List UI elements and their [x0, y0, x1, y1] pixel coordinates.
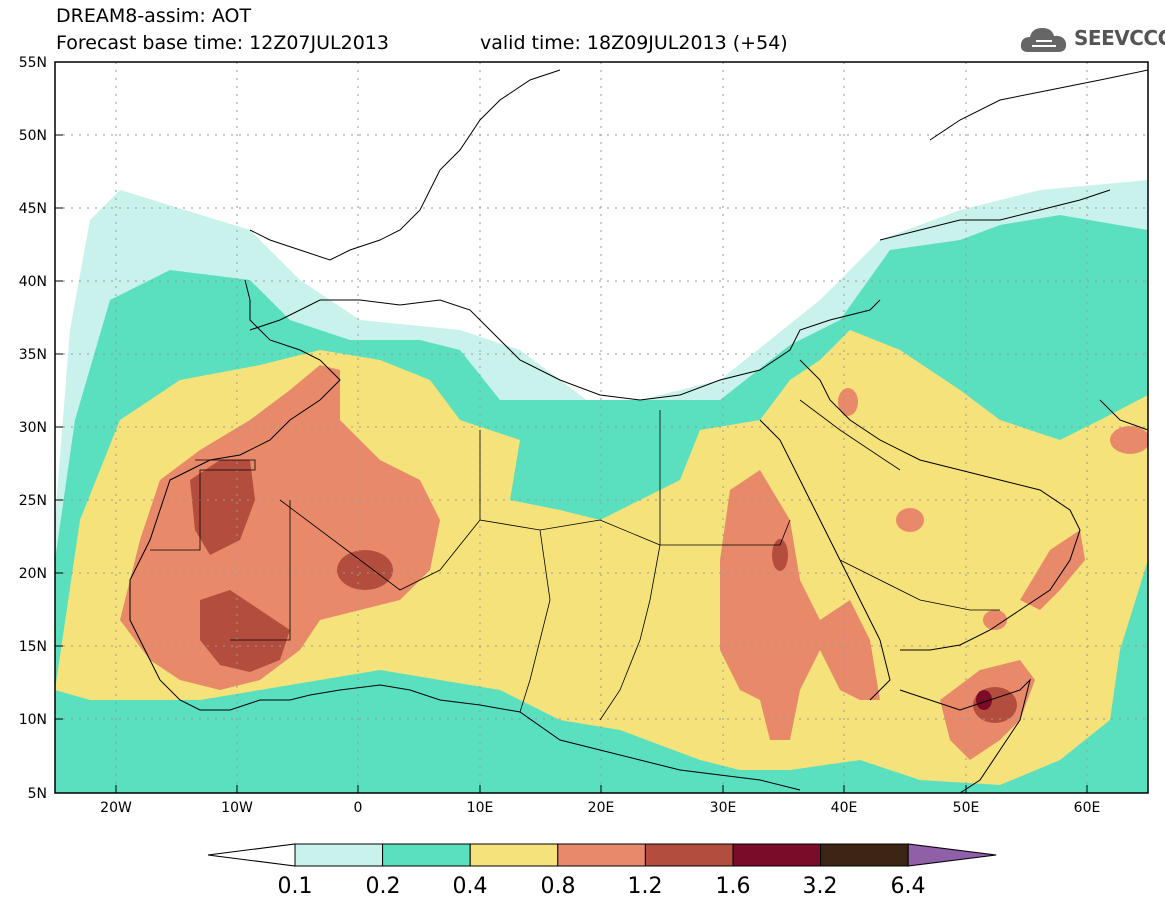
aot-contour-0.8-arabia — [838, 388, 858, 416]
colorbar-label: 6.4 — [891, 874, 926, 899]
lat-label: 15N — [19, 639, 47, 655]
aot-contour-1.2-sahara — [190, 460, 255, 555]
longitude-labels: 20W 10W 0 10E 20E 30E 40E 50E 60E — [100, 800, 1100, 816]
graticule — [55, 62, 1148, 793]
country-borders — [150, 399, 1000, 721]
lat-label: 25N — [19, 493, 47, 509]
lon-label: 0 — [354, 800, 363, 816]
colorbar-swatch — [644, 843, 734, 867]
aot-contour-1.2-mali — [200, 590, 290, 672]
seevccc-logo: SEEVCCC — [1018, 22, 1165, 58]
colorbar-label: 0.4 — [453, 874, 488, 899]
map-title: DREAM8-assim: AOT — [56, 5, 252, 27]
colorbar-labels: 0.1 0.2 0.4 0.8 1.2 1.6 3.2 6.4 — [278, 874, 926, 899]
colorbar-label: 0.2 — [366, 874, 401, 899]
lon-label: 10E — [467, 800, 494, 816]
lat-label: 50N — [19, 128, 47, 144]
cloud-icon — [1020, 28, 1067, 52]
aot-contour-0.8-east — [720, 470, 880, 740]
colorbar — [207, 843, 997, 867]
lon-label: 30E — [710, 800, 737, 816]
colorbar-swatch — [557, 843, 646, 867]
aot-contour-0.8-gulf — [1110, 426, 1148, 454]
lat-label: 5N — [28, 786, 47, 802]
colorbar-label: 3.2 — [803, 874, 838, 899]
lon-label: 20W — [100, 800, 132, 816]
lat-label: 55N — [19, 55, 47, 71]
lon-label: 50E — [953, 800, 980, 816]
lat-label: 45N — [19, 201, 47, 217]
latitude-labels: 55N 50N 45N 40N 35N 30N 25N 20N 15N 10N … — [19, 55, 47, 802]
aot-contour-0.8-oman — [1020, 530, 1085, 610]
colorbar-label: 0.8 — [541, 874, 576, 899]
colorbar-label: 1.2 — [628, 874, 663, 899]
lat-label: 35N — [19, 347, 47, 363]
lat-label: 30N — [19, 420, 47, 436]
aot-contour-0.8-yemen — [983, 610, 1007, 630]
logo-text: SEEVCCC — [1074, 26, 1165, 50]
lon-label: 60E — [1074, 800, 1101, 816]
colorbar-under-arrow — [207, 843, 296, 867]
lon-label: 20E — [588, 800, 615, 816]
aot-contour-1.2-algeria — [337, 550, 393, 590]
valid-time-label: valid time: 18Z09JUL2013 (+54) — [480, 32, 788, 54]
lon-label: 10W — [221, 800, 253, 816]
lat-label: 10N — [19, 712, 47, 728]
colorbar-label: 0.1 — [278, 874, 313, 899]
colorbar-swatch — [294, 843, 384, 867]
colorbar-swatch — [382, 843, 471, 867]
base-time-label: Forecast base time: 12Z07JUL2013 — [56, 32, 389, 54]
colorbar-swatch — [820, 843, 909, 867]
aot-contour-1.6-somalia — [976, 690, 992, 710]
lon-label: 40E — [831, 800, 858, 816]
aot-contour-1.2-sudan — [772, 539, 788, 571]
colorbar-swatch — [469, 843, 559, 867]
lat-label: 20N — [19, 566, 47, 582]
aot-contour-0.8-arabia2 — [896, 508, 924, 532]
colorbar-swatch — [732, 843, 822, 867]
colorbar-label: 1.6 — [716, 874, 751, 899]
ticks — [55, 61, 1088, 793]
colorbar-over-arrow — [907, 843, 997, 867]
lat-label: 40N — [19, 274, 47, 290]
